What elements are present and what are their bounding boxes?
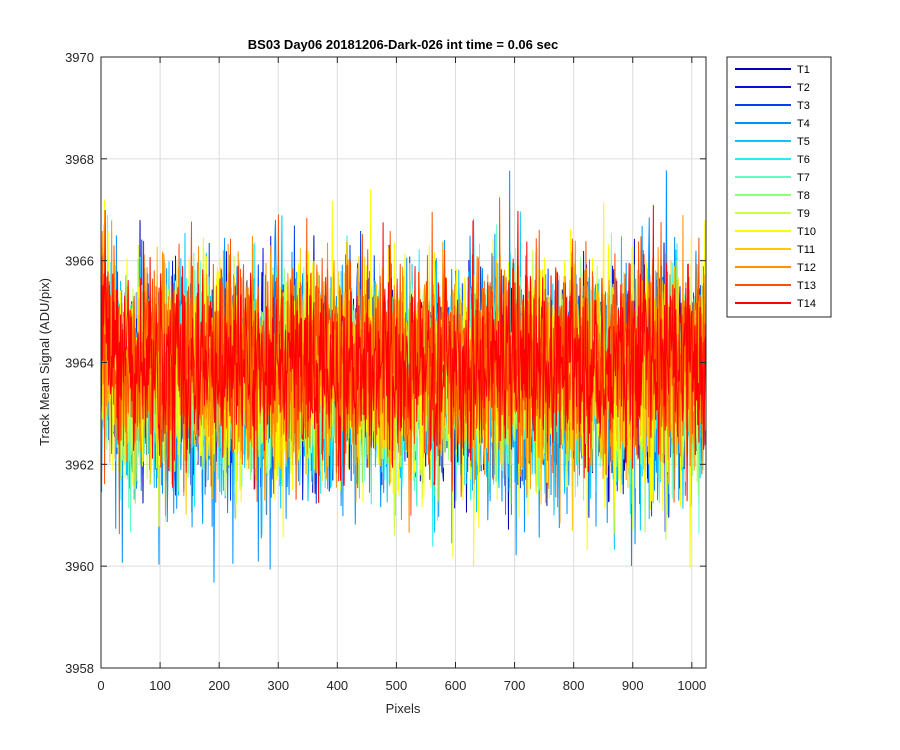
- legend[interactable]: T1 T2 T3 T4 T5 T6 T7 T8 T9 T10 T11 T12 T13 T14: [726, 56, 832, 318]
- legend-label-t10: T10: [797, 226, 816, 238]
- x-tick-label: 300: [267, 678, 289, 693]
- x-tick-label: 0: [97, 678, 104, 693]
- chart-title: BS03 Day06 20181206-Dark-026 int time = …: [248, 37, 558, 52]
- y-axis-label: Track Mean Signal (ADU/pix): [37, 278, 52, 446]
- legend-label-t8: T8: [797, 190, 810, 202]
- legend-label-t2: T2: [797, 82, 810, 94]
- legend-label-t5: T5: [797, 136, 810, 148]
- legend-label-t9: T9: [797, 208, 810, 220]
- series-group: [101, 170, 706, 583]
- legend-label-t12: T12: [797, 262, 816, 274]
- x-tick-label: 900: [622, 678, 644, 693]
- x-tick-label: 500: [386, 678, 408, 693]
- y-tick-label: 3962: [65, 457, 94, 472]
- x-tick-label: 800: [563, 678, 585, 693]
- legend-label-t14: T14: [797, 298, 816, 310]
- x-axis-label: Pixels: [386, 701, 421, 716]
- legend-label-t4: T4: [797, 118, 810, 130]
- y-tick-label: 3968: [65, 152, 94, 167]
- x-tick-label: 200: [208, 678, 230, 693]
- x-tick-label: 700: [504, 678, 526, 693]
- x-tick-label: 100: [149, 678, 171, 693]
- legend-label-t3: T3: [797, 100, 810, 112]
- y-tick-label: 3970: [65, 50, 94, 65]
- legend-label-t13: T13: [797, 280, 816, 292]
- x-tick-label: 1000: [677, 678, 706, 693]
- legend-box: [726, 56, 832, 318]
- series-line-t14: [101, 205, 706, 503]
- ticks: 0 100 200 300 400 500 600 700 800 900 1000 3958 3960…: [65, 50, 706, 693]
- y-tick-label: 3966: [65, 254, 94, 269]
- y-tick-label: 3964: [65, 356, 94, 371]
- legend-label-t6: T6: [797, 154, 810, 166]
- legend-label-t7: T7: [797, 172, 810, 184]
- x-tick-label: 400: [326, 678, 348, 693]
- x-tick-label: 600: [445, 678, 467, 693]
- legend-label-t11: T11: [797, 244, 815, 256]
- y-tick-label: 3958: [65, 661, 94, 676]
- legend-label-t1: T1: [797, 64, 810, 76]
- y-tick-label: 3960: [65, 559, 94, 574]
